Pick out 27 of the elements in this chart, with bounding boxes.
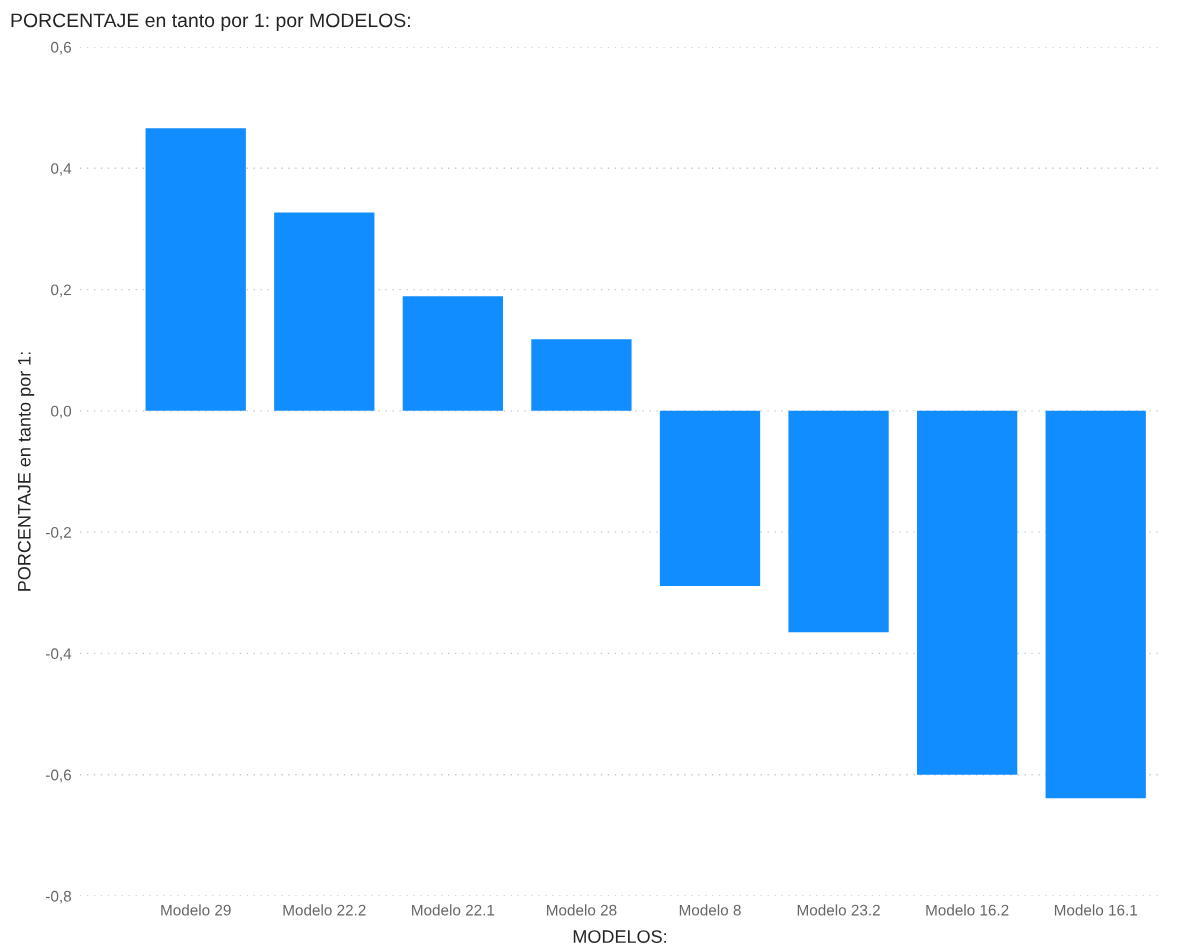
x-axis-title: MODELOS: xyxy=(573,930,667,943)
y-tick-label: -0,6 xyxy=(46,769,71,783)
bar xyxy=(402,296,503,411)
x-tick-label: Modelo 8 xyxy=(679,904,741,916)
y-tick-label: 0,6 xyxy=(51,41,71,55)
x-tick-label: Modelo 16.1 xyxy=(1054,904,1138,916)
y-tick-label: -0,2 xyxy=(46,527,71,540)
y-tick-label: 0,0 xyxy=(51,405,72,419)
y-tick-label: -0,8 xyxy=(46,890,71,904)
y-tick-label: -0,4 xyxy=(46,648,72,661)
x-tick-label: Modelo 16.2 xyxy=(926,904,1009,916)
bar xyxy=(145,128,246,411)
x-tick-label: Modelo 28 xyxy=(547,904,617,916)
y-axis-title: PORCENTAJE en tanto por 1: xyxy=(17,352,35,591)
chart-title: PORCENTAJE en tanto por 1: por MODELOS: xyxy=(11,13,410,32)
x-tick-label: Modelo 29 xyxy=(161,904,231,916)
bar xyxy=(1045,410,1146,799)
x-tick-label: Modelo 22.1 xyxy=(412,904,495,916)
bar xyxy=(531,339,632,411)
y-tick-label: 0,4 xyxy=(51,163,72,176)
bar xyxy=(917,410,1018,775)
y-tick-label: 0,2 xyxy=(51,284,71,298)
bar xyxy=(274,212,375,411)
x-tick-label: Modelo 23.2 xyxy=(797,904,880,916)
bar xyxy=(659,410,761,587)
bar xyxy=(788,410,889,633)
x-tick-label: Modelo 22.2 xyxy=(283,904,366,916)
